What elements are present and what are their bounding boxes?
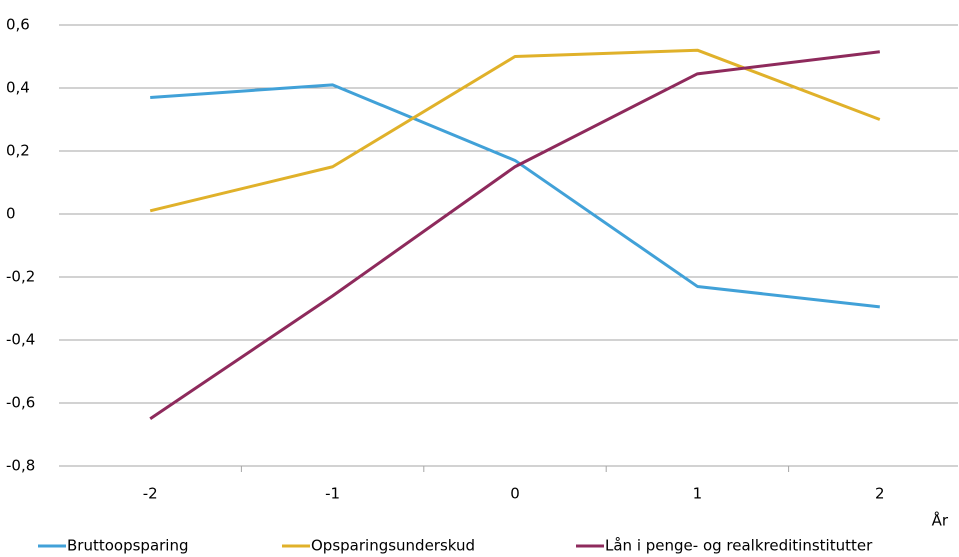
y-tick-label: 0,6 [6,16,30,34]
x-tick-label: 2 [875,485,885,503]
x-tick-label: -2 [143,485,158,503]
legend-label: Lån i penge- og realkreditinstitutter [605,537,873,555]
y-tick-label: -0,8 [6,457,35,475]
x-tick-label: 0 [510,485,520,503]
legend-label: Opsparingsunderskud [311,537,475,555]
x-tick-label: -1 [325,485,340,503]
line-series [149,48,881,213]
y-tick-label: -0,4 [6,331,35,349]
x-tick-label: 1 [693,485,703,503]
x-axis-label: År [932,511,949,530]
y-tick-label: 0,2 [6,142,30,160]
y-tick-label: 0 [6,205,16,223]
y-tick-label: 0,4 [6,79,30,97]
line-series [150,83,880,309]
y-tick-label: -0,6 [6,394,35,412]
legend-label: Bruttoopsparing [67,537,189,555]
line-series [149,50,880,420]
y-tick-label: -0,2 [6,268,35,286]
